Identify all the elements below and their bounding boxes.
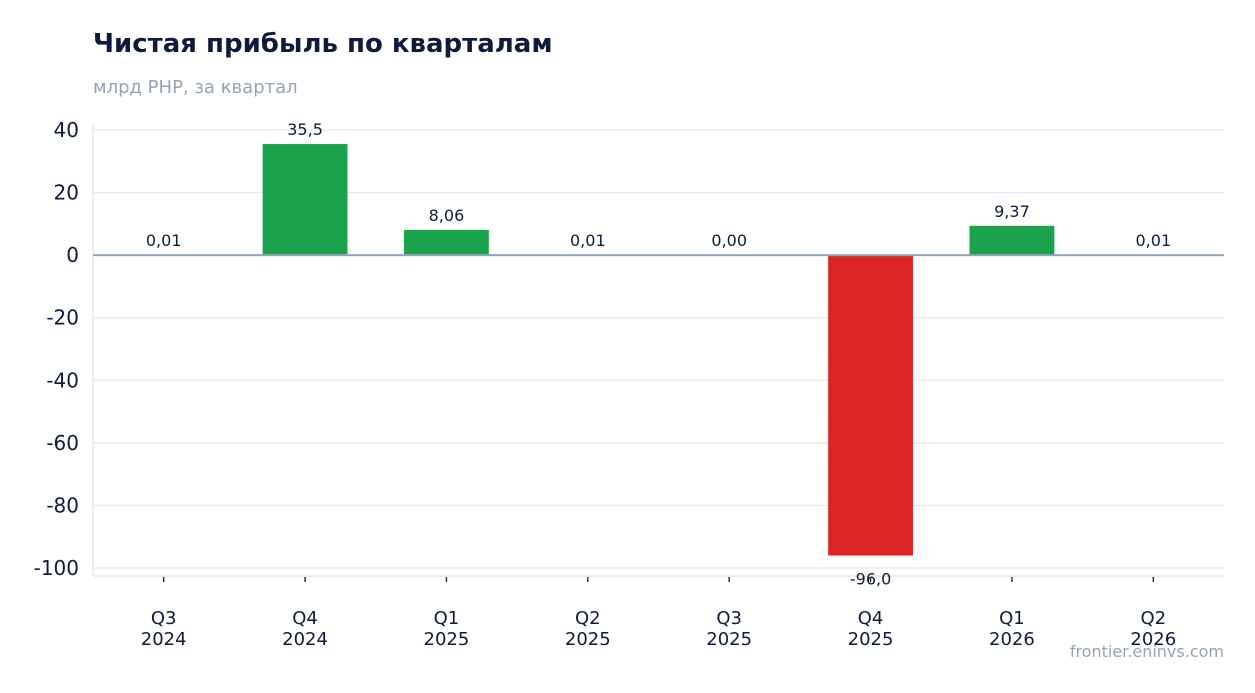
grid-lines <box>93 129 1224 569</box>
y-tick-label: -20 <box>46 306 79 330</box>
data-label: 0,01 <box>1136 231 1172 250</box>
watermark: frontier.eninvs.com <box>1069 642 1224 661</box>
x-tick-label-quarter: Q3 <box>151 608 177 629</box>
x-tick-label-year: 2024 <box>282 629 328 650</box>
x-tick-label-year: 2025 <box>565 629 611 650</box>
x-tick-label-quarter: Q2 <box>1141 608 1167 629</box>
data-label: 0,00 <box>711 231 747 250</box>
x-tick-label-year: 2026 <box>1130 629 1176 650</box>
x-axis-ticks: Q32024Q42024Q12025Q22025Q32025Q42025Q120… <box>141 577 1176 650</box>
bar <box>262 144 348 256</box>
x-tick-label-quarter: Q4 <box>292 608 318 629</box>
y-tick-label: 0 <box>66 243 79 267</box>
axes <box>92 124 1224 577</box>
y-tick-label: -80 <box>46 493 79 517</box>
x-tick-label-year: 2025 <box>424 629 470 650</box>
x-tick-label-quarter: Q3 <box>716 608 742 629</box>
data-label: 8,06 <box>429 206 465 225</box>
x-tick-label-quarter: Q1 <box>434 608 460 629</box>
x-tick-label-year: 2025 <box>706 629 752 650</box>
y-tick-label: -60 <box>46 431 79 455</box>
bar <box>404 229 489 256</box>
x-tick-label-quarter: Q2 <box>575 608 601 629</box>
x-tick-label-year: 2024 <box>141 629 187 650</box>
chart-subtitle: млрд РНР, за квартал <box>93 77 298 98</box>
x-tick-label-year: 2025 <box>848 629 894 650</box>
bar <box>969 225 1055 256</box>
x-tick-label-quarter: Q4 <box>858 608 884 629</box>
y-tick-label: 40 <box>54 118 79 142</box>
bars <box>262 144 1055 556</box>
data-label: 0,01 <box>570 231 606 250</box>
x-tick-label-quarter: Q1 <box>999 608 1025 629</box>
chart-title: Чистая прибыль по кварталам <box>93 29 553 59</box>
y-tick-label: -100 <box>34 556 79 580</box>
x-tick-label-year: 2026 <box>989 629 1035 650</box>
data-label: 0,01 <box>146 231 182 250</box>
data-label: 9,37 <box>994 202 1030 221</box>
bar <box>828 255 913 556</box>
y-axis-ticks: 40 20 0 -20 -40 -60 -80 -100 <box>34 118 79 580</box>
data-label: 35,5 <box>287 120 323 139</box>
y-tick-label: 20 <box>54 181 79 205</box>
y-tick-label: -40 <box>46 368 79 392</box>
